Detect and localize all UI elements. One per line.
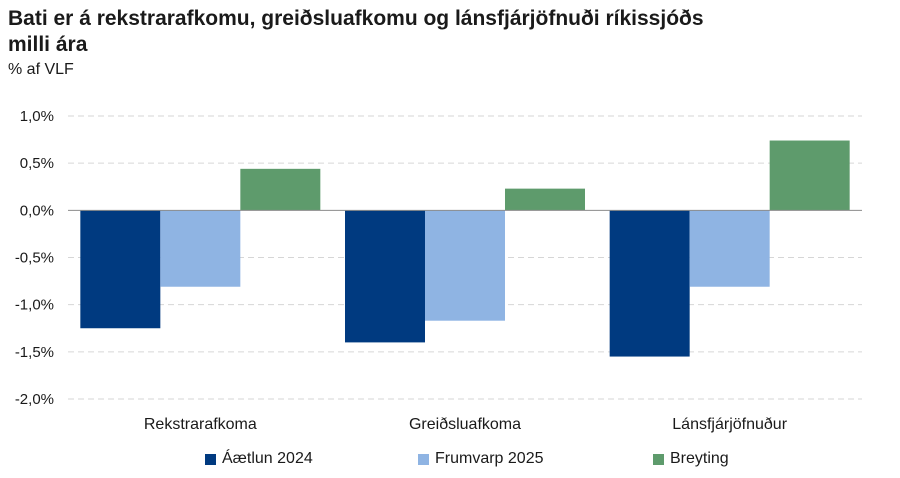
legend-label: Breyting [670, 450, 729, 467]
legend-label: Frumvarp 2025 [435, 450, 544, 467]
x-category-label: Lánsfjárjöfnuður [672, 416, 787, 433]
legend-item-breyting: Breyting [653, 450, 729, 468]
y-tick-label: 0,5% [20, 155, 54, 172]
y-tick-label: 1,0% [20, 108, 54, 125]
y-tick-label: -0,5% [15, 250, 54, 267]
bar [425, 210, 505, 321]
legend-label: Áætlun 2024 [222, 450, 313, 467]
legend: Áætlun 2024 Frumvarp 2025 Breyting [0, 450, 900, 474]
bar [160, 210, 241, 287]
chart-title: Bati er á rekstrarafkomu, greiðsluafkomu… [8, 7, 704, 56]
y-tick-label: 0,0% [20, 202, 54, 219]
y-tick-label: -2,0% [15, 391, 54, 408]
bar [505, 188, 585, 211]
legend-swatch [205, 453, 216, 465]
y-tick-label: -1,0% [15, 297, 54, 314]
x-category-label: Greiðsluafkoma [409, 416, 521, 433]
bar [345, 210, 425, 343]
legend-item-frumvarp-2025: Frumvarp 2025 [418, 450, 544, 468]
bar [80, 210, 161, 329]
bar [689, 210, 770, 287]
x-category-label: Rekstrarafkoma [144, 416, 257, 433]
bar [240, 168, 321, 211]
bar [769, 140, 850, 211]
legend-item-aetlun-2024: Áætlun 2024 [205, 450, 313, 468]
y-tick-label: -1,5% [15, 344, 54, 361]
bar [609, 210, 690, 357]
chart-subtitle: % af VLF [8, 61, 74, 78]
legend-swatch [418, 453, 429, 465]
legend-swatch [653, 453, 664, 465]
